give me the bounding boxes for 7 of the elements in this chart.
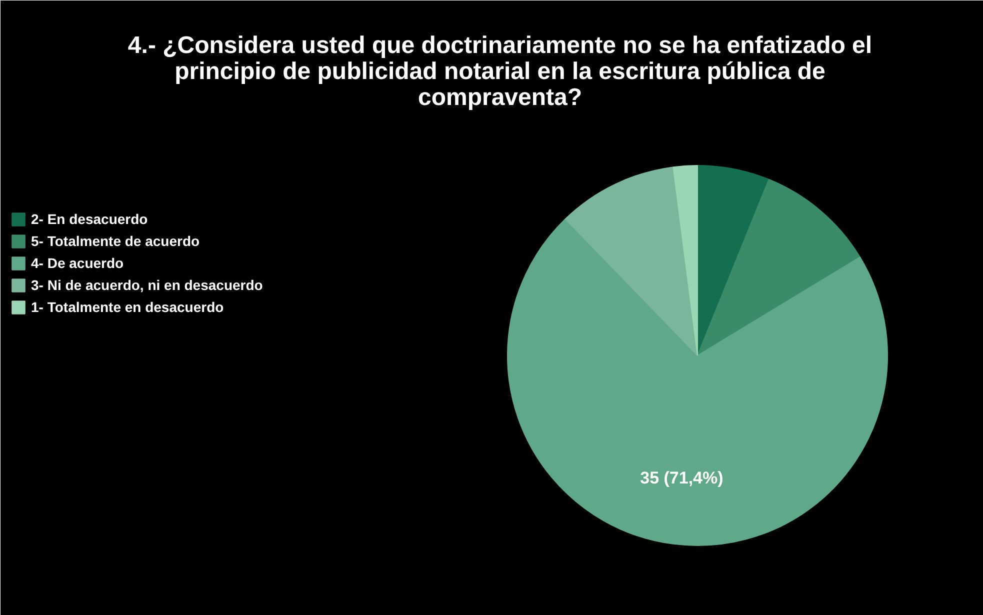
legend-label: 5- Totalmente de acuerdo: [31, 233, 200, 249]
legend-label: 1- Totalmente en desacuerdo: [31, 299, 224, 315]
legend-label: 3- Ni de acuerdo, ni en desacuerdo: [31, 277, 263, 293]
data-label: 35 (71,4%): [640, 468, 724, 488]
legend-label: 2- En desacuerdo: [31, 211, 148, 227]
chart-title: 4.- ¿Considera usted que doctrinariamente no se ha enfatizado el principio de publicidad notarial en la escritura pública de compraventa?: [128, 32, 872, 111]
legend-label: 4- De acuerdo: [31, 255, 124, 271]
